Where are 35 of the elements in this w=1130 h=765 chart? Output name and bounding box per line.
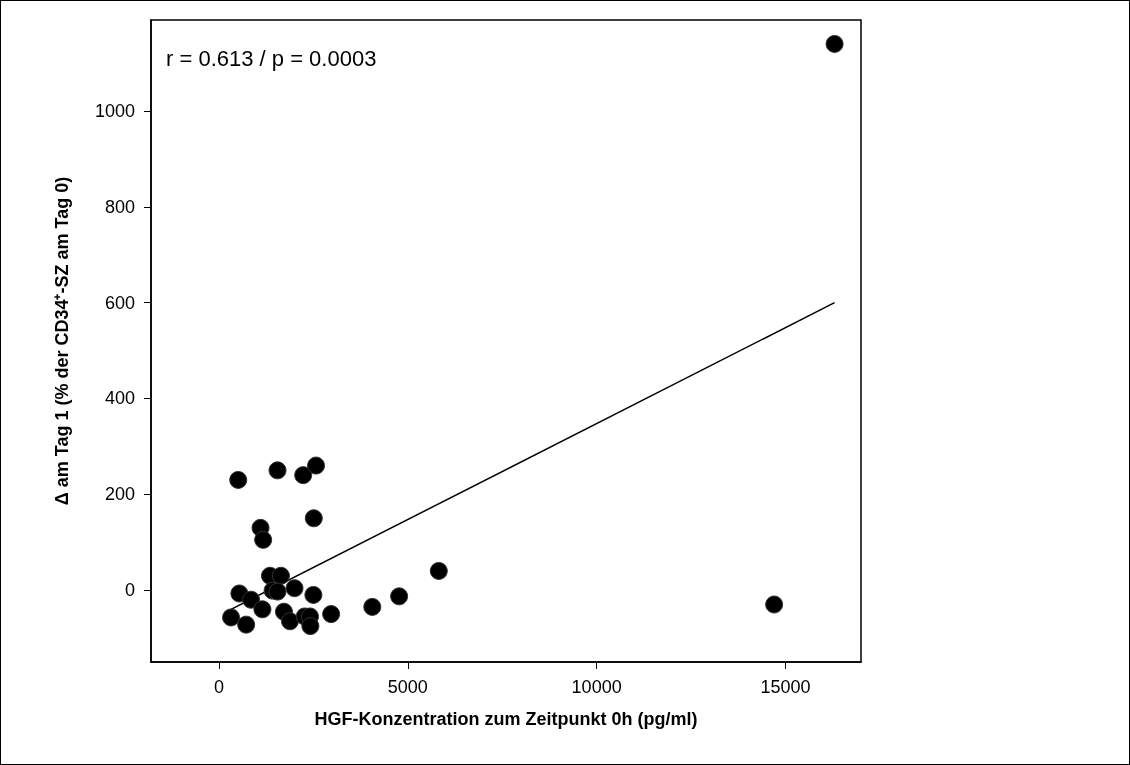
y-tick-label: 800: [104, 196, 135, 217]
point: [253, 600, 272, 619]
y-axis-title: Δ am Tag 1 (% der CD34⁺-SZ am Tag 0): [52, 176, 72, 506]
point: [322, 605, 341, 624]
point: [285, 579, 304, 598]
point: [294, 466, 313, 485]
point: [229, 470, 248, 489]
annotation: r = 0.613 / p = 0.0003: [166, 45, 377, 71]
point: [242, 590, 261, 609]
point: [825, 34, 844, 53]
x-tick-label: 0: [213, 677, 224, 697]
y-tick-label: 200: [104, 484, 135, 505]
point: [301, 617, 320, 636]
x-tick-label: 15000: [760, 677, 811, 697]
point: [390, 587, 409, 606]
point: [765, 595, 784, 614]
y-tick-label: 1000: [94, 101, 135, 122]
y-tick-label: 600: [104, 292, 135, 313]
y-tick-label: 0: [124, 580, 135, 601]
point: [363, 597, 382, 616]
point: [268, 582, 287, 601]
point: [429, 561, 448, 580]
x-axis-title: HGF-Konzentration zum Zeitpunkt 0h (pg/ml): [314, 709, 698, 729]
point: [237, 615, 256, 634]
point: [271, 566, 290, 585]
point: [281, 612, 299, 631]
point: [222, 608, 241, 627]
point: [254, 530, 273, 549]
y-tick-label: 400: [104, 388, 135, 409]
point: [307, 456, 326, 475]
point: [268, 461, 287, 480]
point: [304, 509, 323, 528]
point: [304, 585, 323, 604]
x-tick-label: 10000: [571, 677, 622, 697]
x-tick-label: 5000: [387, 677, 428, 697]
